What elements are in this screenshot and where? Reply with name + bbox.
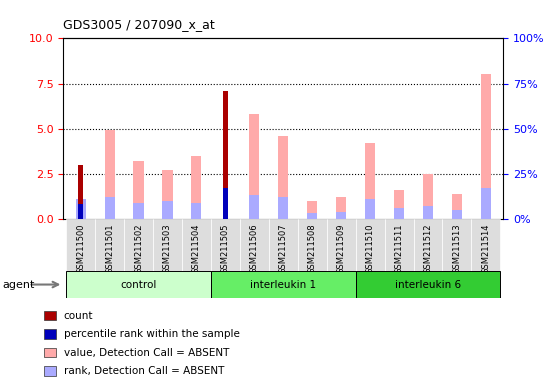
Bar xyxy=(452,210,462,219)
Bar xyxy=(75,199,86,219)
Bar xyxy=(79,165,83,219)
Bar xyxy=(240,219,269,271)
Bar xyxy=(423,206,433,219)
Bar xyxy=(223,188,228,219)
Bar xyxy=(162,201,173,219)
Text: GSM211507: GSM211507 xyxy=(279,223,288,274)
Bar xyxy=(307,201,317,219)
Text: GSM211510: GSM211510 xyxy=(366,223,375,273)
Text: GSM211502: GSM211502 xyxy=(134,223,143,273)
Bar xyxy=(104,197,114,219)
Bar xyxy=(162,170,173,219)
Text: GSM211509: GSM211509 xyxy=(337,223,345,273)
Bar xyxy=(394,208,404,219)
Bar xyxy=(249,114,260,219)
Bar xyxy=(134,203,144,219)
Text: control: control xyxy=(120,280,157,290)
Text: rank, Detection Call = ABSENT: rank, Detection Call = ABSENT xyxy=(64,366,224,376)
Bar xyxy=(278,136,288,219)
Text: GSM211513: GSM211513 xyxy=(453,223,461,274)
Text: GSM211501: GSM211501 xyxy=(105,223,114,273)
Bar xyxy=(223,91,228,219)
Text: interleukin 6: interleukin 6 xyxy=(395,280,461,290)
Bar xyxy=(182,219,211,271)
Bar xyxy=(44,348,56,357)
Bar xyxy=(423,174,433,219)
Bar xyxy=(394,190,404,219)
Bar xyxy=(95,219,124,271)
Text: value, Detection Call = ABSENT: value, Detection Call = ABSENT xyxy=(64,348,229,358)
Bar xyxy=(356,271,500,298)
Bar xyxy=(104,131,114,219)
Text: GSM211512: GSM211512 xyxy=(424,223,432,273)
Text: percentile rank within the sample: percentile rank within the sample xyxy=(64,329,240,339)
Bar xyxy=(471,219,500,271)
Bar xyxy=(211,271,356,298)
Bar xyxy=(191,203,201,219)
Bar xyxy=(269,219,298,271)
Text: count: count xyxy=(64,311,94,321)
Text: GDS3005 / 207090_x_at: GDS3005 / 207090_x_at xyxy=(63,18,215,31)
Bar xyxy=(384,219,414,271)
Text: interleukin 1: interleukin 1 xyxy=(250,280,316,290)
Bar xyxy=(44,329,56,339)
Bar xyxy=(44,311,56,320)
Bar xyxy=(442,219,471,271)
Bar xyxy=(211,219,240,271)
Bar xyxy=(66,219,95,271)
Bar xyxy=(452,194,462,219)
Text: GSM211514: GSM211514 xyxy=(481,223,491,273)
Bar xyxy=(278,197,288,219)
Bar xyxy=(481,74,491,219)
Bar xyxy=(336,212,346,219)
Bar xyxy=(134,161,144,219)
Bar xyxy=(327,219,356,271)
Text: GSM211504: GSM211504 xyxy=(192,223,201,273)
Bar xyxy=(44,366,56,376)
Bar xyxy=(307,214,317,219)
Bar xyxy=(356,219,384,271)
Bar xyxy=(79,204,83,219)
Bar xyxy=(481,188,491,219)
Bar xyxy=(336,197,346,219)
Bar xyxy=(124,219,153,271)
Text: GSM211508: GSM211508 xyxy=(307,223,317,274)
Bar xyxy=(153,219,182,271)
Text: GSM211511: GSM211511 xyxy=(394,223,404,273)
Bar xyxy=(191,156,201,219)
Bar xyxy=(249,195,260,219)
Bar xyxy=(414,219,442,271)
Text: GSM211500: GSM211500 xyxy=(76,223,85,273)
Bar xyxy=(365,143,375,219)
Text: GSM211503: GSM211503 xyxy=(163,223,172,274)
Bar xyxy=(66,271,211,298)
Text: GSM211505: GSM211505 xyxy=(221,223,230,273)
Text: GSM211506: GSM211506 xyxy=(250,223,259,274)
Bar xyxy=(365,199,375,219)
Text: agent: agent xyxy=(3,280,35,290)
Bar xyxy=(298,219,327,271)
